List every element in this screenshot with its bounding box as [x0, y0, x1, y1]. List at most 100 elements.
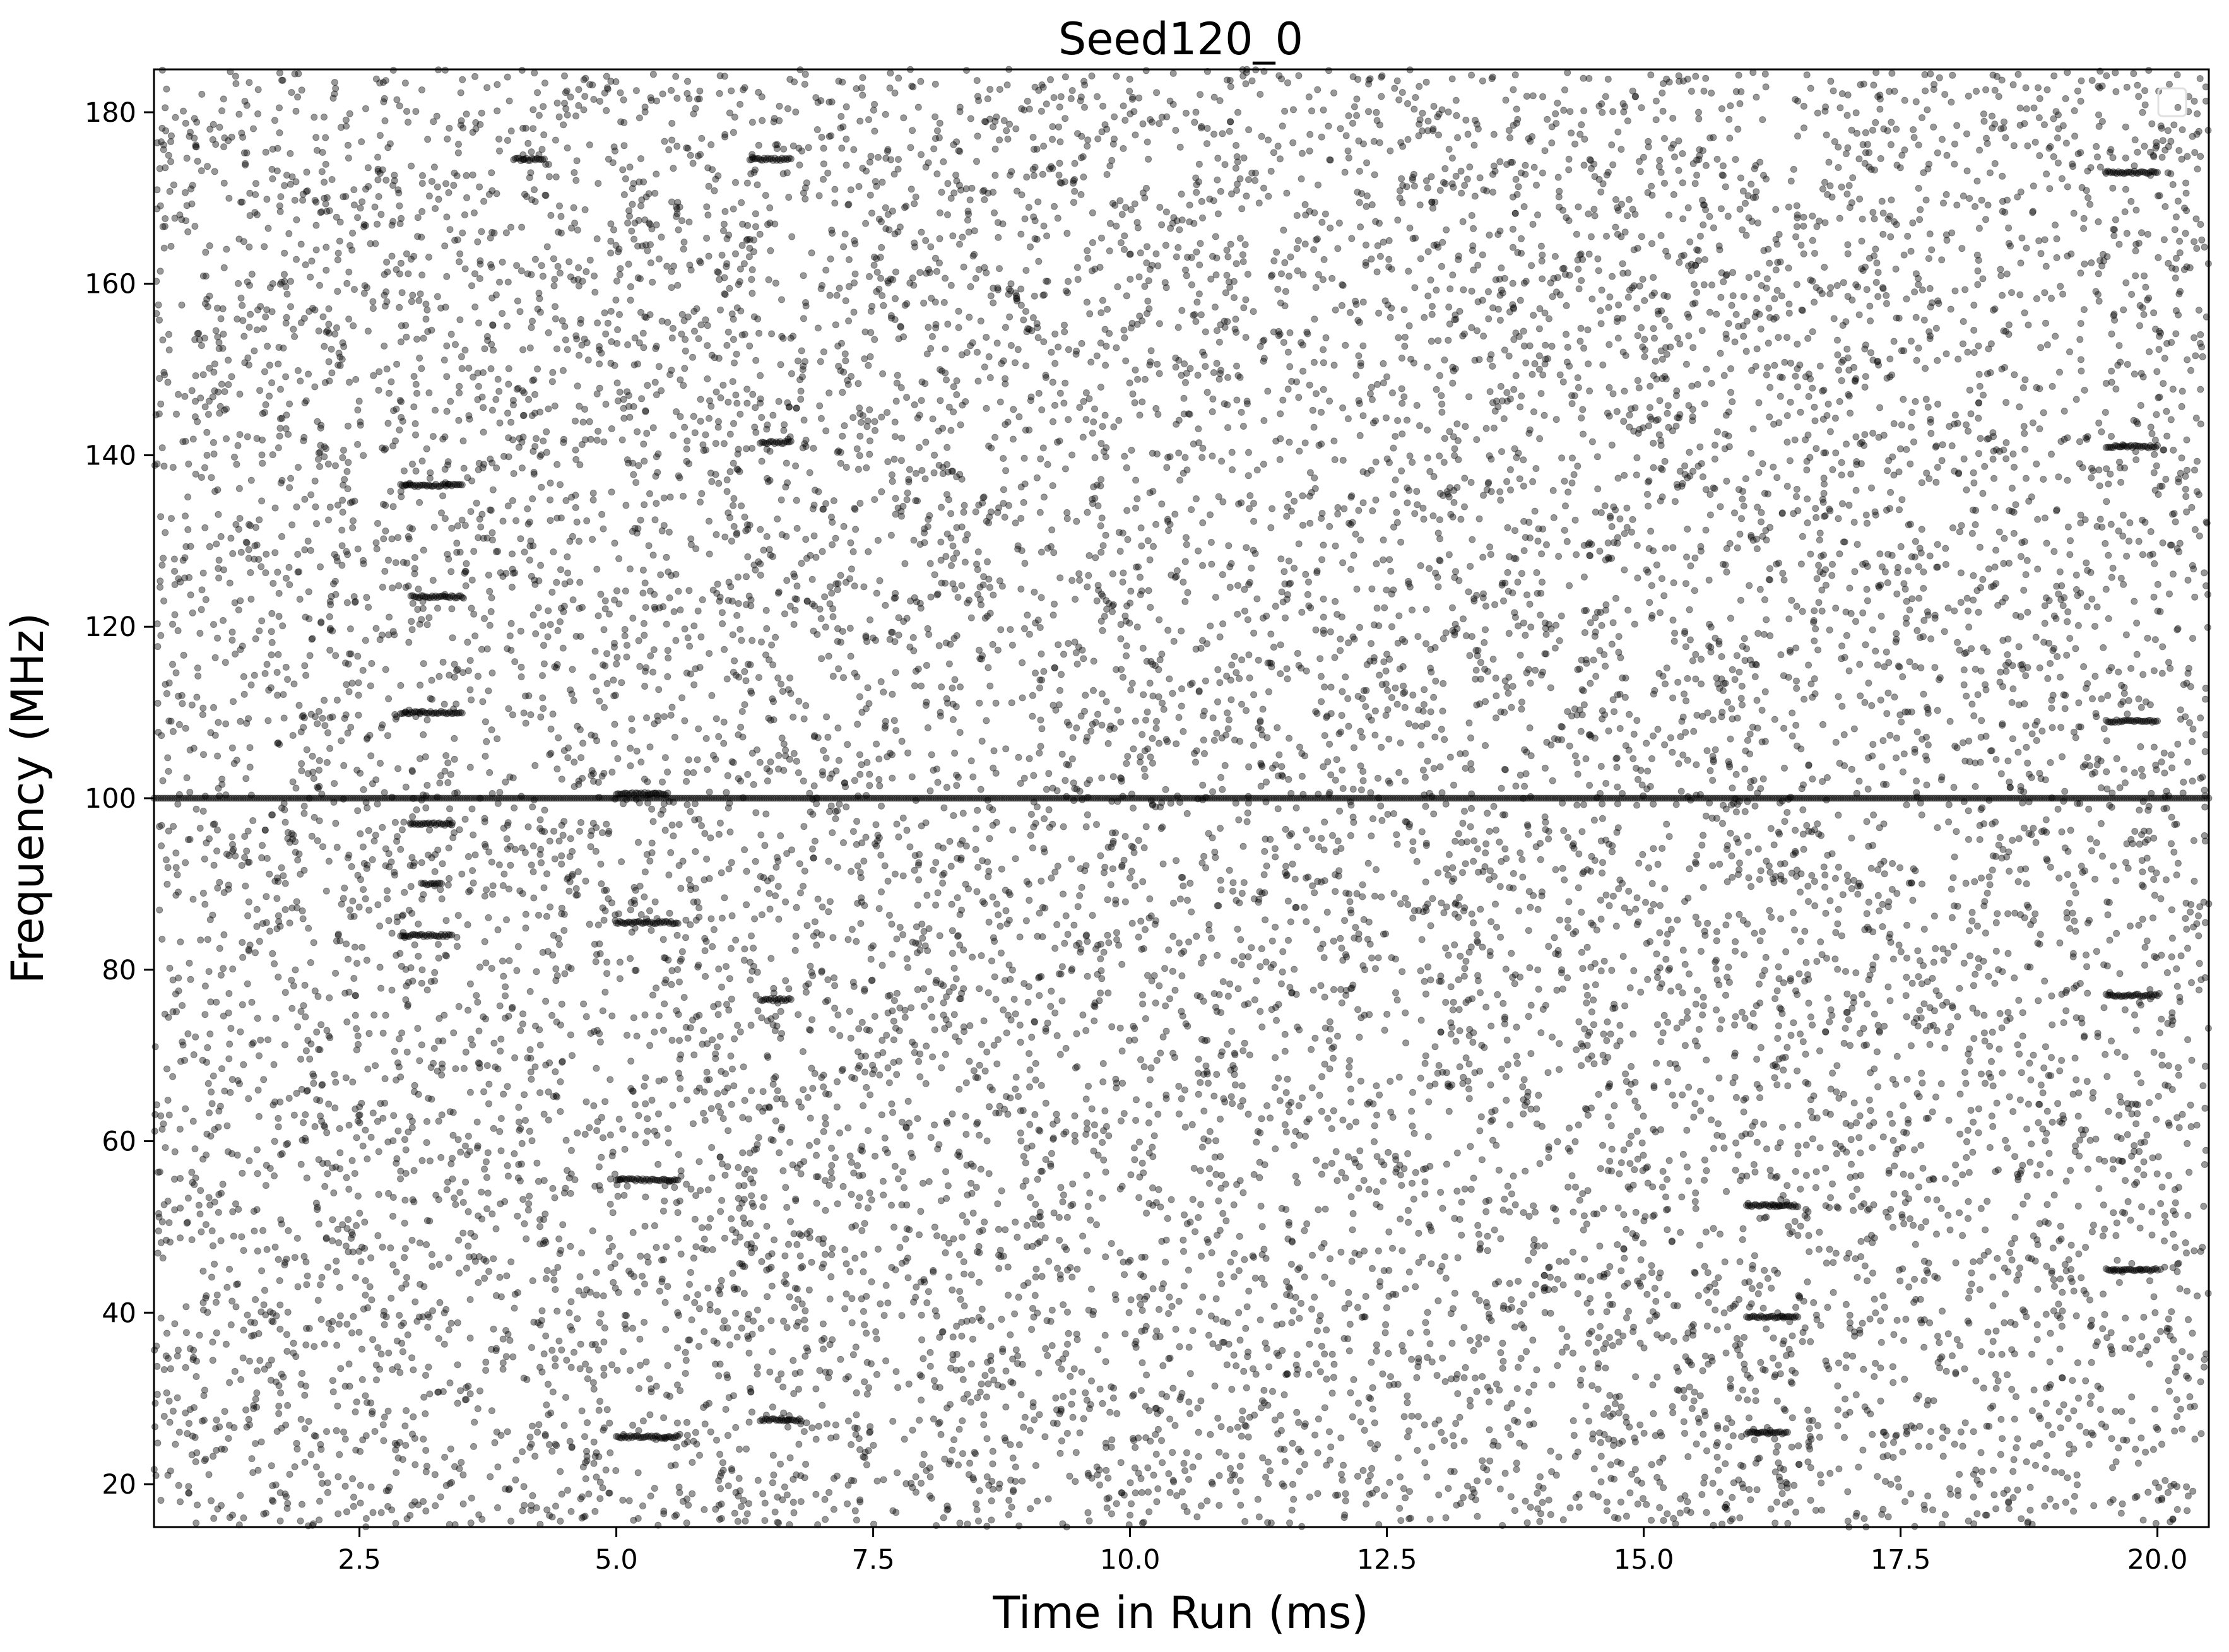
noise-point: [1957, 1428, 1965, 1436]
noise-point: [967, 115, 974, 122]
noise-point: [1639, 851, 1647, 858]
noise-point: [1535, 986, 1542, 993]
noise-point: [1103, 1466, 1110, 1474]
noise-point: [1966, 952, 1974, 960]
noise-point: [1793, 485, 1800, 493]
noise-point: [631, 1101, 639, 1109]
noise-point: [358, 138, 365, 146]
noise-point: [1373, 1153, 1381, 1160]
noise-point: [1656, 984, 1664, 991]
noise-point: [1917, 634, 1924, 641]
noise-point: [1861, 1262, 1869, 1270]
noise-point: [853, 938, 860, 945]
noise-point: [226, 1379, 234, 1386]
noise-point: [995, 911, 1002, 919]
noise-point: [1172, 363, 1180, 371]
noise-point: [1835, 367, 1842, 374]
noise-point: [1325, 1037, 1333, 1044]
noise-point: [1003, 1029, 1010, 1037]
noise-point: [1665, 211, 1672, 219]
noise-point: [1651, 1285, 1658, 1292]
noise-point: [1545, 835, 1552, 842]
noise-point: [810, 932, 817, 940]
noise-point: [1857, 1172, 1865, 1179]
noise-point: [500, 1090, 507, 1098]
noise-point: [1681, 462, 1689, 469]
noise-point: [423, 1118, 430, 1125]
noise-point: [1169, 1449, 1176, 1456]
noise-point: [2168, 764, 2176, 772]
noise-point: [684, 634, 692, 642]
noise-point: [1830, 1259, 1837, 1266]
noise-point: [962, 1131, 970, 1138]
noise-point: [2173, 871, 2180, 879]
noise-point: [1814, 820, 1821, 828]
noise-point: [1055, 641, 1062, 649]
noise-point: [1012, 1218, 1019, 1226]
noise-point: [612, 692, 619, 699]
noise-point: [955, 1425, 963, 1433]
noise-point: [1597, 916, 1605, 923]
noise-point: [1934, 707, 1941, 714]
noise-point: [2168, 1308, 2175, 1316]
noise-point: [2035, 84, 2042, 91]
noise-point: [1884, 983, 1892, 991]
noise-point: [960, 1258, 967, 1266]
noise-point: [1756, 937, 1764, 945]
noise-point: [606, 1449, 614, 1456]
noise-point: [860, 1251, 868, 1258]
noise-point: [899, 1118, 906, 1126]
noise-point: [1339, 785, 1347, 792]
noise-point: [364, 1399, 371, 1407]
noise-point: [1712, 965, 1720, 972]
noise-point: [1131, 1156, 1138, 1164]
noise-point: [613, 277, 620, 285]
noise-point: [285, 563, 293, 571]
noise-point: [1345, 723, 1352, 730]
noise-point: [1712, 441, 1718, 449]
noise-point: [261, 670, 269, 677]
noise-point: [677, 1250, 685, 1258]
noise-point: [305, 1325, 313, 1332]
noise-point: [649, 668, 657, 676]
noise-point: [1368, 585, 1376, 593]
noise-point: [635, 1427, 642, 1434]
noise-point: [600, 916, 608, 924]
noise-point: [164, 1198, 172, 1205]
noise-point: [2099, 1325, 2107, 1333]
noise-point: [375, 1191, 382, 1198]
noise-point: [1970, 572, 1977, 579]
noise-point: [388, 535, 396, 543]
noise-point: [1363, 1500, 1370, 1507]
noise-point: [733, 529, 741, 537]
noise-point: [1712, 1306, 1719, 1314]
noise-point: [1877, 1338, 1885, 1346]
noise-point: [2014, 1435, 2021, 1443]
noise-point: [174, 1352, 181, 1360]
noise-point: [1623, 504, 1631, 512]
noise-point: [1594, 485, 1602, 493]
noise-point: [346, 110, 353, 117]
noise-point: [2080, 306, 2088, 314]
noise-point: [1355, 1400, 1362, 1407]
noise-point: [2107, 470, 2114, 478]
noise-point: [1035, 1369, 1043, 1377]
noise-point: [184, 1030, 192, 1037]
noise-point: [740, 1290, 748, 1297]
noise-point: [597, 860, 605, 868]
noise-point: [921, 529, 928, 536]
noise-point: [665, 1139, 672, 1147]
noise-point: [1445, 871, 1452, 879]
noise-point: [1138, 1159, 1146, 1167]
noise-point: [1517, 403, 1524, 411]
noise-point: [1879, 209, 1887, 217]
noise-point: [1633, 304, 1641, 312]
noise-point: [1559, 985, 1566, 993]
noise-point: [456, 1270, 463, 1277]
noise-point: [787, 334, 795, 342]
noise-point: [1175, 1083, 1183, 1090]
noise-point: [483, 1062, 491, 1070]
noise-point: [866, 353, 874, 360]
noise-point: [1682, 360, 1690, 368]
noise-point: [474, 998, 482, 1006]
